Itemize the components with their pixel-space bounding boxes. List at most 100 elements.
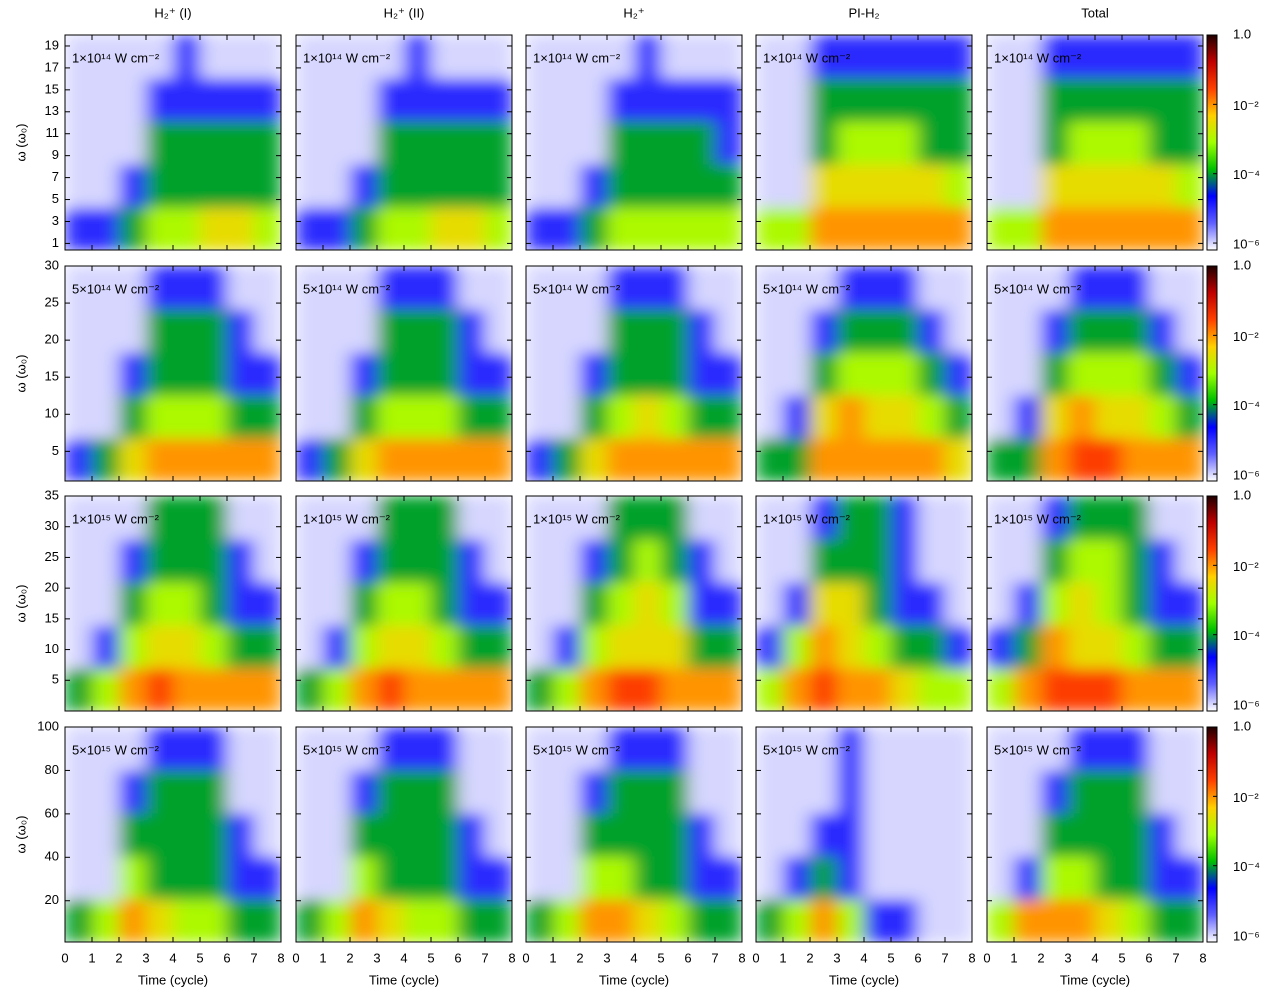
heat-cell bbox=[715, 207, 742, 250]
heat-cell bbox=[1149, 438, 1177, 481]
heat-cell bbox=[227, 121, 255, 165]
colorbar-tick-label: 10⁻⁴ bbox=[1233, 628, 1260, 643]
heat-cell bbox=[661, 625, 689, 669]
y-tick-label: 5 bbox=[52, 672, 59, 687]
heat-cell bbox=[810, 438, 838, 481]
heat-cell bbox=[65, 78, 93, 122]
heat-cell bbox=[783, 582, 811, 626]
heat-cell bbox=[485, 582, 512, 626]
heat-cell bbox=[431, 309, 459, 353]
heat-cell bbox=[254, 727, 281, 771]
heat-cell bbox=[837, 438, 865, 481]
heat-cell bbox=[119, 813, 147, 857]
y-tick-label: 11 bbox=[46, 125, 60, 140]
heat-cell bbox=[404, 727, 432, 771]
heat-cell bbox=[173, 121, 201, 165]
heat-cell bbox=[1176, 813, 1203, 857]
y-tick-label: 13 bbox=[45, 103, 59, 118]
heat-cell bbox=[458, 856, 486, 900]
heat-cell bbox=[580, 309, 608, 353]
heat-cell bbox=[756, 395, 784, 439]
heat-cell bbox=[1014, 727, 1042, 771]
heat-cell bbox=[756, 539, 784, 583]
heat-cell bbox=[756, 899, 784, 942]
heat-cell bbox=[1068, 856, 1096, 900]
heat-cell bbox=[377, 35, 405, 79]
heat-cell bbox=[553, 438, 581, 481]
heat-cell bbox=[945, 899, 972, 942]
heat-cell bbox=[1122, 727, 1150, 771]
heat-cell bbox=[864, 727, 892, 771]
heat-cell bbox=[350, 164, 378, 208]
heat-cell bbox=[1014, 35, 1042, 79]
heat-cell bbox=[553, 668, 581, 711]
heat-cell bbox=[254, 582, 281, 626]
heat-cell bbox=[200, 625, 228, 669]
heat-cell bbox=[200, 395, 228, 439]
heat-cell bbox=[377, 813, 405, 857]
heat-cell bbox=[688, 496, 716, 540]
heat-cell bbox=[837, 164, 865, 208]
heat-cell bbox=[485, 539, 512, 583]
heat-cell bbox=[485, 496, 512, 540]
heat-cell bbox=[526, 309, 554, 353]
heat-cell bbox=[296, 266, 324, 310]
heat-cell bbox=[1122, 121, 1150, 165]
heat-cell bbox=[891, 539, 919, 583]
heat-cell bbox=[296, 164, 324, 208]
x-tick-label: 6 bbox=[684, 950, 691, 965]
heat-cell bbox=[92, 496, 120, 540]
colorbar-tick-label: 1.0 bbox=[1233, 26, 1251, 41]
heat-cell bbox=[1095, 395, 1123, 439]
heat-cell bbox=[1095, 438, 1123, 481]
heat-cell bbox=[553, 727, 581, 771]
heat-cell bbox=[526, 582, 554, 626]
x-tick-label: 2 bbox=[346, 950, 353, 965]
x-tick-label: 4 bbox=[1091, 950, 1098, 965]
heat-cell bbox=[864, 856, 892, 900]
heat-cell bbox=[404, 352, 432, 396]
heat-cell bbox=[350, 539, 378, 583]
heat-cell bbox=[607, 438, 635, 481]
heat-cell bbox=[227, 727, 255, 771]
heat-cell bbox=[715, 352, 742, 396]
heat-cell bbox=[580, 668, 608, 711]
y-tick-label: 100 bbox=[37, 718, 59, 733]
heat-cell bbox=[1122, 668, 1150, 711]
heatmap bbox=[987, 35, 1203, 250]
heat-cell bbox=[431, 539, 459, 583]
x-axis-label: Time (cycle) bbox=[369, 972, 439, 987]
heat-cell bbox=[146, 395, 174, 439]
heat-cell bbox=[1041, 727, 1069, 771]
heat-cell bbox=[119, 438, 147, 481]
x-tick-label: 2 bbox=[576, 950, 583, 965]
colorbar bbox=[1206, 495, 1218, 712]
heat-cell bbox=[1149, 309, 1177, 353]
heat-cell bbox=[173, 352, 201, 396]
heat-cell bbox=[553, 856, 581, 900]
heat-cell bbox=[1176, 582, 1203, 626]
heat-cell bbox=[1041, 899, 1069, 942]
heat-cell bbox=[1041, 625, 1069, 669]
heat-cell bbox=[987, 539, 1015, 583]
heat-cell bbox=[404, 35, 432, 79]
heat-cell bbox=[526, 856, 554, 900]
heat-cell bbox=[227, 496, 255, 540]
heat-cell bbox=[715, 813, 742, 857]
heat-cell bbox=[783, 266, 811, 310]
heat-cell bbox=[945, 164, 972, 208]
heat-cell bbox=[254, 164, 281, 208]
heat-cell bbox=[65, 121, 93, 165]
heat-cell bbox=[864, 625, 892, 669]
y-axis-label: ω (ω₀) bbox=[13, 585, 28, 623]
heat-cell bbox=[688, 207, 716, 250]
heat-cell bbox=[1068, 668, 1096, 711]
heat-cell bbox=[607, 727, 635, 771]
x-tick-label: 3 bbox=[603, 950, 610, 965]
heat-cell bbox=[891, 899, 919, 942]
heat-cell bbox=[200, 856, 228, 900]
heat-cell bbox=[323, 727, 351, 771]
heat-cell bbox=[945, 121, 972, 165]
heatmap-cells bbox=[296, 496, 512, 711]
heat-cell bbox=[1068, 625, 1096, 669]
